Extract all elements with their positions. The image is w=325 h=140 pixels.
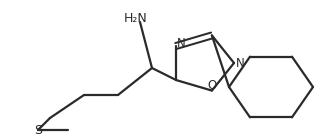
Text: N: N bbox=[236, 57, 244, 69]
Text: S: S bbox=[34, 123, 42, 136]
Text: N: N bbox=[177, 38, 186, 50]
Text: H₂N: H₂N bbox=[124, 11, 148, 24]
Text: O: O bbox=[207, 79, 216, 92]
